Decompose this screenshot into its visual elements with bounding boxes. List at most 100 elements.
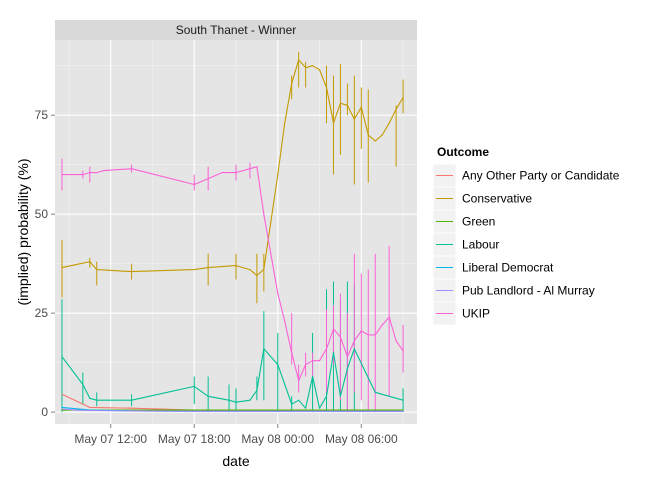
- point-pub-landlord-al-murray: [75, 409, 77, 411]
- point-labour: [130, 399, 133, 401]
- point-ukip: [339, 336, 342, 338]
- point-conservative: [291, 82, 293, 85]
- x-axis-ticks: May 07 12:00 May 07 18:00 May 08 00:00 May …: [74, 424, 398, 446]
- legend: Outcome Any Other Party or Candidate Cons…: [432, 145, 620, 326]
- point-conservative: [277, 173, 279, 176]
- point-conservative: [193, 269, 195, 271]
- point-labour: [96, 399, 98, 401]
- legend-title: Outcome: [437, 145, 489, 159]
- point-pub-landlord-al-murray: [61, 408, 63, 410]
- point-green: [61, 409, 63, 411]
- point-labour: [249, 399, 251, 401]
- point-ukip: [96, 172, 98, 174]
- point-ukip: [332, 328, 335, 330]
- point-labour: [381, 393, 383, 395]
- point-ukip: [193, 183, 195, 186]
- point-labour: [318, 407, 321, 409]
- point-any-other-party-or-candidate: [130, 407, 133, 409]
- point-any-other-party-or-candidate: [61, 393, 63, 395]
- point-labour: [346, 367, 348, 370]
- point-conservative: [374, 140, 376, 142]
- point-labour: [256, 389, 258, 391]
- series-line-labour: [61, 348, 404, 409]
- point-labour: [228, 399, 230, 401]
- x-tick-label: May 07 12:00: [74, 432, 147, 446]
- series-line-conservative: [61, 59, 404, 277]
- point-conservative: [130, 270, 133, 273]
- x-tick-label: May 07 18:00: [158, 432, 231, 446]
- point-ukip: [325, 348, 328, 350]
- point-ukip: [284, 320, 286, 322]
- point-labour: [207, 395, 209, 397]
- point-conservative: [263, 269, 265, 271]
- y-tick-label: 25: [35, 306, 49, 320]
- x-tick-label: May 08 06:00: [325, 432, 398, 446]
- point-pub-landlord-al-murray: [402, 410, 404, 412]
- point-conservative: [284, 122, 286, 124]
- point-conservative: [325, 86, 328, 89]
- point-conservative: [207, 267, 209, 269]
- y-axis-title: (implied) probability (%): [15, 158, 31, 305]
- point-ukip: [249, 168, 251, 170]
- point-labour: [263, 348, 265, 350]
- x-axis-title: date: [222, 453, 249, 469]
- point-labour: [374, 391, 376, 393]
- point-conservative: [402, 96, 404, 99]
- y-tick-label: 50: [35, 207, 49, 221]
- point-labour: [311, 375, 314, 378]
- point-any-other-party-or-candidate: [89, 406, 91, 408]
- point-ukip: [207, 177, 209, 180]
- point-pub-landlord-al-murray: [193, 410, 195, 412]
- point-ukip: [103, 170, 105, 172]
- point-conservative: [395, 108, 397, 110]
- legend-label-conservative: Conservative: [462, 192, 532, 206]
- point-ukip: [242, 170, 244, 172]
- point-labour: [61, 356, 63, 358]
- point-ukip: [374, 334, 376, 336]
- legend-label-pub-landlord-al-murray: Pub Landlord - Al Murray: [462, 284, 595, 298]
- point-ukip: [61, 173, 63, 176]
- point-ukip: [360, 330, 362, 332]
- point-ukip: [388, 316, 390, 318]
- point-liberal-democrat: [61, 406, 63, 408]
- legend-label-liberal-democrat: Liberal Democrat: [462, 261, 554, 275]
- point-conservative: [367, 134, 369, 136]
- point-conservative: [339, 102, 342, 104]
- point-ukip: [89, 172, 91, 174]
- point-conservative: [89, 261, 91, 263]
- point-labour: [82, 383, 84, 386]
- point-ukip: [277, 292, 279, 294]
- point-labour: [89, 397, 91, 399]
- y-axis-ticks: 0 25 50 75: [35, 108, 55, 419]
- point-conservative: [305, 67, 307, 69]
- point-green: [402, 409, 404, 411]
- point-conservative: [381, 134, 383, 136]
- point-ukip: [130, 168, 133, 170]
- point-labour: [332, 352, 335, 354]
- point-ukip: [346, 356, 348, 358]
- point-pub-landlord-al-murray: [221, 410, 223, 412]
- point-conservative: [256, 274, 258, 277]
- point-conservative: [353, 118, 355, 120]
- point-conservative: [249, 269, 251, 271]
- legend-label-labour: Labour: [462, 238, 499, 252]
- point-ukip: [263, 213, 265, 215]
- point-labour: [325, 395, 328, 397]
- point-conservative: [298, 59, 300, 61]
- point-ukip: [291, 352, 293, 354]
- point-ukip: [256, 166, 258, 168]
- point-pub-landlord-al-murray: [89, 409, 91, 412]
- point-conservative: [360, 106, 362, 108]
- y-tick-label: 75: [35, 108, 49, 122]
- point-conservative: [270, 221, 272, 223]
- point-conservative: [332, 122, 335, 124]
- x-tick-label: May 08 00:00: [241, 432, 314, 446]
- point-conservative: [311, 65, 314, 67]
- point-labour: [305, 407, 307, 409]
- point-ukip: [367, 334, 369, 336]
- point-ukip: [270, 253, 272, 255]
- point-labour: [339, 395, 342, 397]
- point-ukip: [298, 379, 300, 382]
- point-conservative: [318, 69, 321, 71]
- point-conservative: [96, 269, 98, 271]
